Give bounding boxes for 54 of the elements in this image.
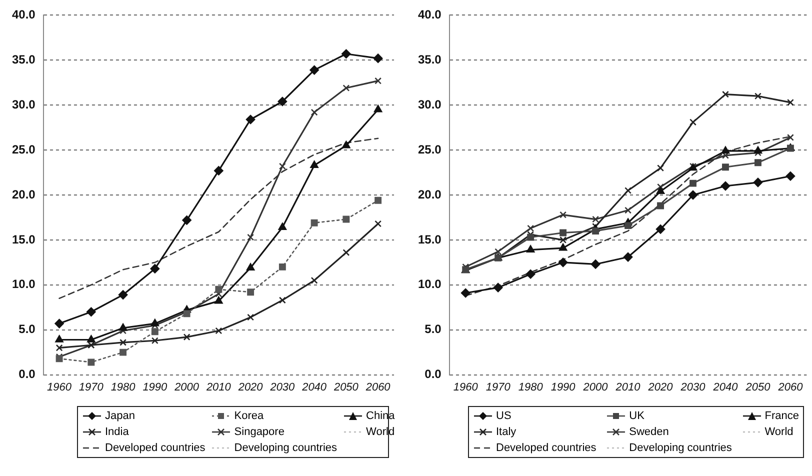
legend-label: Singapore (234, 426, 284, 438)
y-tick-label: 40.0 (12, 8, 36, 22)
x-tick-label: 2040 (301, 381, 328, 394)
y-tick-label: 15.0 (12, 232, 36, 246)
legend-label: Developed countries (105, 442, 206, 454)
y-tick-label: 0.0 (18, 367, 36, 382)
y-tick-label: 25.0 (418, 142, 442, 156)
x-tick-label: 2060 (777, 381, 804, 394)
legend-label: US (496, 410, 512, 422)
x-tick-label: 1990 (142, 381, 168, 394)
y-tick-label: 40.0 (418, 8, 442, 22)
x-tick-label: 2030 (680, 381, 706, 394)
x-tick-label: 2030 (269, 381, 296, 394)
y-tick-label: 35.0 (12, 52, 36, 66)
y-tick-label: 20.0 (12, 187, 36, 202)
x-tick-label: 2020 (647, 381, 674, 394)
x-tick-label: 2040 (712, 381, 739, 394)
y-tick-label: 30.0 (12, 97, 36, 112)
y-tick-label: 20.0 (418, 187, 442, 202)
legend-label: Developed countries (496, 442, 596, 454)
legend-label: Korea (234, 410, 264, 422)
y-tick-label: 25.0 (12, 142, 36, 156)
x-tick-label: 2060 (364, 381, 392, 394)
x-tick-label: 1980 (518, 381, 544, 394)
y-tick-label: 15.0 (418, 232, 442, 246)
x-tick-label: 1990 (550, 381, 576, 394)
legend-label: France (764, 410, 799, 422)
y-tick-label: 5.0 (424, 322, 442, 336)
x-tick-label: 2050 (744, 381, 772, 394)
x-tick-label: 1980 (110, 381, 136, 394)
x-tick-label: 1960 (453, 381, 479, 394)
x-tick-label: 2000 (582, 381, 609, 394)
legend-label: Italy (496, 426, 516, 438)
y-tick-label: 30.0 (418, 97, 442, 112)
y-tick-label: 10.0 (418, 277, 442, 292)
legend-label: Developing countries (234, 442, 338, 454)
legend-label: World (764, 426, 794, 438)
y-tick-label: 35.0 (418, 52, 442, 66)
x-tick-label: 2000 (174, 381, 200, 394)
x-tick-label: 1960 (47, 381, 72, 394)
x-tick-label: 1970 (78, 381, 104, 394)
legend-label: Japan (105, 410, 135, 422)
x-tick-label: 1970 (486, 381, 512, 394)
x-tick-label: 2020 (237, 381, 264, 394)
legend-label: Developing countries (629, 442, 732, 454)
legend-label: India (105, 426, 129, 438)
y-tick-label: 0.0 (424, 367, 442, 382)
x-tick-label: 2010 (614, 381, 642, 394)
x-tick-label: 2050 (332, 381, 360, 394)
y-tick-label: 5.0 (18, 322, 36, 336)
legend-label: Sweden (629, 426, 669, 438)
x-tick-label: 2010 (205, 381, 232, 394)
y-tick-label: 10.0 (12, 277, 36, 292)
legend-label: UK (629, 410, 644, 422)
